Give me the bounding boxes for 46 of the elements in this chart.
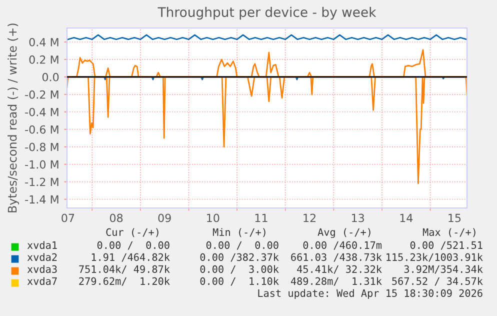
y-axis-title: Bytes/second read (-) / write (+) xyxy=(8,24,20,212)
y-tick-label: -1.2 M xyxy=(25,178,58,186)
text: 279.62m/ 1.20k xyxy=(79,277,170,286)
text: 567.52 / 34.57k xyxy=(392,277,483,286)
text: 489.28m/ 1.31k xyxy=(290,277,382,286)
text: 0.00 /521.51 xyxy=(410,241,482,250)
text: Cur (-/+) xyxy=(106,228,158,238)
text: 0.00 / 3.00k xyxy=(200,265,279,274)
text: Last update: Wed Apr 15 18:30:09 2026 xyxy=(258,289,482,299)
y-tick-label: -1.0 M xyxy=(25,160,58,169)
text: Max (-/+) xyxy=(422,228,476,238)
y-tick-label: 0.2 M xyxy=(29,55,58,64)
text: Min (-/+) xyxy=(212,228,266,238)
legend-label: xvda2 xyxy=(27,253,57,261)
x-tick-label: 10 xyxy=(207,214,220,222)
text: Avg (-/+) xyxy=(318,228,370,238)
x-tick-label: 11 xyxy=(255,214,268,222)
text: 0.00 /382.37k xyxy=(200,253,279,262)
y-tick-label: -0.2 M xyxy=(25,90,58,99)
y-tick-label: -0.8 M xyxy=(25,142,58,152)
text: 0.00 / 1.10k xyxy=(200,277,279,286)
x-tick-label: 14 xyxy=(400,214,413,222)
legend-label: xvda7 xyxy=(27,277,57,285)
text: 45.41k/ 32.32k xyxy=(297,265,382,274)
y-tick-label: -0.4 M xyxy=(25,108,58,116)
text: 751.04k/ 49.87k xyxy=(79,265,170,274)
text: 0.00 / 0.00 xyxy=(206,241,278,250)
text: 0.00 /460.17m xyxy=(303,241,382,250)
text: 3.92M/354.34k xyxy=(404,265,483,274)
text: 661.03 /438.73k xyxy=(291,253,382,262)
x-tick-label: 13 xyxy=(352,214,364,222)
y-tick-label: 0.4 M xyxy=(29,38,58,46)
y-tick-label: -1.4 M xyxy=(25,195,58,204)
x-tick-label: 12 xyxy=(304,214,316,222)
y-tick-label: 0.0 xyxy=(42,72,59,82)
x-tick-label: 07 xyxy=(62,214,74,222)
text: 1.91 /464.82k xyxy=(92,253,170,262)
chart-title: Throughput per device - by week xyxy=(158,6,376,20)
x-tick-label: 15 xyxy=(448,214,461,222)
legend-label: xvda3 xyxy=(27,265,57,273)
y-tick-label: -0.6 M xyxy=(25,125,58,134)
text: 0.00 / 0.00 xyxy=(97,241,170,250)
x-tick-label: 08 xyxy=(110,214,123,222)
legend-label: xvda1 xyxy=(27,241,57,249)
x-tick-label: 09 xyxy=(158,214,171,222)
text: 115.23k/1003.91k xyxy=(386,253,483,262)
